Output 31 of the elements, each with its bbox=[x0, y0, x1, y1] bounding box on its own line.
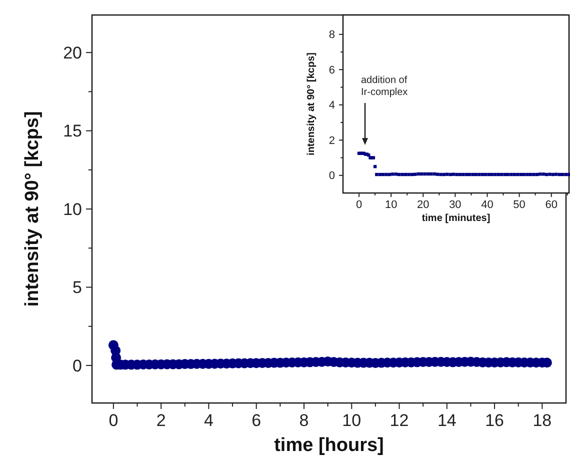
x-tick-label: 6 bbox=[252, 411, 262, 430]
annotation: addition of Ir-complex bbox=[361, 75, 408, 98]
x-tick-label: 18 bbox=[532, 411, 552, 430]
x-tick-label: 12 bbox=[390, 411, 409, 430]
x-tick-label: 4 bbox=[204, 411, 214, 430]
x-tick-label: 60 bbox=[545, 199, 558, 211]
x-tick-label: 2 bbox=[156, 411, 166, 430]
y-tick-label: 20 bbox=[63, 44, 82, 62]
x-tick-label: 10 bbox=[342, 411, 362, 430]
y-tick-label: 0 bbox=[72, 356, 82, 376]
x-tick-label: 8 bbox=[299, 411, 309, 430]
y-tick-label: 4 bbox=[328, 100, 335, 112]
y-tick-label: 6 bbox=[328, 64, 335, 76]
x-axis-title: time [minutes] bbox=[422, 213, 490, 224]
y-tick-label: 8 bbox=[328, 29, 335, 42]
y-tick-label: 15 bbox=[63, 122, 82, 141]
x-tick-label: 16 bbox=[485, 411, 504, 430]
x-axis-title: time [hours] bbox=[274, 435, 384, 456]
x-tick-label: 50 bbox=[513, 199, 526, 211]
x-tick-label: 40 bbox=[481, 199, 494, 211]
y-axis-title: intensity at 90° [kcps] bbox=[22, 111, 43, 307]
y-tick-label: 0 bbox=[328, 170, 335, 182]
x-tick-label: 10 bbox=[384, 199, 398, 211]
x-tick-label: 0 bbox=[108, 411, 118, 430]
x-tick-label: 30 bbox=[449, 199, 462, 211]
x-tick-label: 20 bbox=[417, 199, 430, 211]
x-tick-label: 14 bbox=[437, 411, 456, 430]
y-tick-label: 5 bbox=[72, 278, 82, 298]
y-tick-label: 2 bbox=[328, 134, 335, 147]
y-axis-title: intensity at 90° [kcps] bbox=[306, 52, 317, 156]
x-tick-label: 0 bbox=[356, 199, 362, 211]
